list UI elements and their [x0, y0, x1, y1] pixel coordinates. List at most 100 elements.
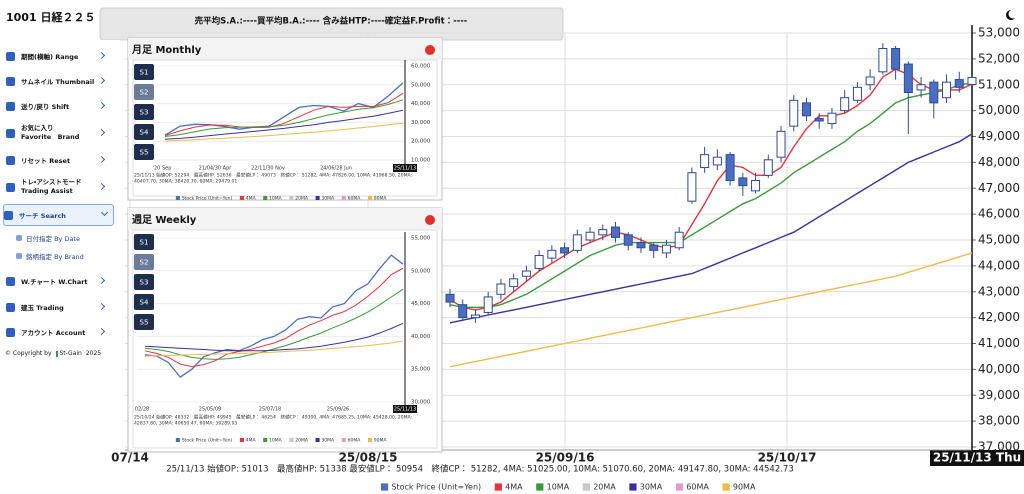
- candle-body: [827, 112, 837, 125]
- menu-item[interactable]: サムネイル Thumbnail: [6, 71, 110, 91]
- ohlc-info: 25/10/24 始値OP: 48332 最高値HP: 49945 最安値LP：…: [134, 414, 413, 421]
- ma-line: [144, 288, 404, 360]
- legend-swatch: [536, 483, 544, 491]
- period-button[interactable]: [134, 254, 154, 270]
- menu-item[interactable]: 期間(横軸) Range: [6, 46, 110, 66]
- candle-body: [611, 226, 621, 238]
- menu-item[interactable]: トレ・アシストモード Trading Assist: [6, 177, 110, 197]
- copyright: © Copyright by St-Gain 2025: [5, 350, 115, 357]
- menu-item-active[interactable]: サーチ Search: [3, 204, 114, 226]
- candle-body: [852, 86, 862, 101]
- legend-label: 10MA: [269, 196, 283, 202]
- legend-label: 60MA: [348, 438, 362, 444]
- menu-label: サーチ Search: [19, 212, 66, 220]
- legend-swatch: [367, 437, 373, 443]
- candle-body: [776, 130, 786, 158]
- candle-body: [649, 244, 659, 251]
- legend-label: 30MA: [640, 483, 663, 492]
- menu-label: W.チャート W.Chart: [21, 278, 88, 286]
- submenu-label: 銘柄指定 By Brand: [26, 253, 84, 261]
- period-button-label: S5: [140, 319, 149, 327]
- menu-icon: [16, 235, 22, 241]
- theme-toggle[interactable]: [1006, 10, 1015, 20]
- candle-body: [661, 244, 671, 254]
- period-button[interactable]: [134, 294, 154, 310]
- period-button[interactable]: [134, 64, 154, 80]
- ma-line: [164, 99, 404, 137]
- menu-item[interactable]: アカウント Account: [6, 322, 110, 342]
- legend-label: 10MA: [269, 438, 283, 444]
- menu-label: トレ・アシストモード Trading Assist: [21, 178, 81, 196]
- x-tick-label: 21/04/30 Apr: [199, 166, 233, 172]
- x-tick-label: 25/07/18: [259, 407, 281, 413]
- candle-body: [840, 97, 850, 112]
- submenu-item[interactable]: 銘柄指定 By Brand: [16, 246, 120, 266]
- menu-label: 建玉 Trading: [21, 304, 64, 312]
- period-button[interactable]: [134, 314, 154, 330]
- y-tick-label: 53,000: [978, 26, 1020, 40]
- close-button[interactable]: [425, 45, 435, 55]
- submenu-item[interactable]: 日付指定 By Date: [16, 228, 120, 248]
- menu-label: 期間(横軸) Range: [21, 53, 79, 61]
- candle-body: [547, 249, 557, 259]
- menu-item[interactable]: W.チャート W.Chart: [6, 271, 110, 291]
- y-tick-label: 40,000: [978, 362, 1020, 376]
- x-tick-label: 25/05/09: [199, 407, 221, 413]
- menu-item[interactable]: リセット Reset: [6, 150, 110, 170]
- inset-panel: 週足 Weekly 55,000 50,000 45,000 40,000 35,000 3…: [127, 207, 443, 453]
- y-tick-label: 50,000: [978, 103, 1020, 117]
- main-chart: 53,000 52,000 51,000 50,000 49,000 48,000 47,0…: [111, 25, 1024, 492]
- legend-label: Stock Price (Unit=Yen): [391, 483, 481, 492]
- candle-body: [560, 247, 570, 254]
- legend-swatch: [239, 437, 244, 443]
- price-line: [164, 82, 404, 136]
- period-button[interactable]: [134, 274, 154, 290]
- menu-icon: [4, 210, 13, 220]
- ma-line: [449, 82, 973, 308]
- y-tick-label: 45,000: [978, 233, 1020, 247]
- candle-body: [585, 231, 595, 241]
- candle-body: [470, 314, 480, 319]
- menu-item[interactable]: 建玉 Trading: [6, 297, 110, 317]
- period-button-label: S1: [140, 239, 149, 247]
- period-button[interactable]: [134, 84, 154, 100]
- candle-body: [572, 234, 582, 251]
- period-button-label: S3: [140, 109, 149, 117]
- y-tick-label: 50,000: [411, 268, 431, 274]
- panel-title: 週足 Weekly: [132, 213, 197, 226]
- menu-icon: [6, 76, 15, 86]
- menu-label: お気に入り Favorite Brand: [21, 124, 79, 142]
- menu-label: 送り/戻り Shift: [21, 103, 70, 111]
- candle-body: [636, 242, 646, 249]
- period-button-label: S5: [140, 149, 149, 157]
- close-button[interactable]: [425, 215, 435, 225]
- period-button[interactable]: [134, 234, 154, 250]
- legend-label: 60MA: [686, 483, 709, 492]
- legend-swatch: [341, 437, 346, 443]
- chevron: [97, 302, 106, 311]
- candle-body: [738, 177, 748, 187]
- period-button[interactable]: [134, 104, 154, 120]
- menu-item[interactable]: お気に入り Favorite Brand: [6, 123, 110, 143]
- y-tick-label: 20,000: [411, 139, 431, 145]
- candle-body: [763, 159, 773, 176]
- legend-label: 60MA: [348, 196, 362, 202]
- menu-item[interactable]: 送り/戻り Shift: [6, 96, 110, 116]
- y-tick-label: 39,000: [978, 388, 1020, 402]
- period-button[interactable]: [134, 144, 154, 160]
- legend-swatch: [582, 483, 590, 491]
- period-button[interactable]: [134, 124, 154, 140]
- submenu-label: 日付指定 By Date: [26, 235, 80, 243]
- legend-label: 30MA: [321, 438, 335, 444]
- y-tick-label: 30,000: [411, 400, 431, 406]
- chevron: [97, 276, 106, 285]
- ohlc-info: 42837.80, 30MA: 40650.47, 60MA: 39289.93: [134, 421, 237, 427]
- legend-swatch: [175, 437, 180, 443]
- logo-text: St-Gain: [59, 350, 82, 357]
- menu-label-line: Trading Assist: [21, 187, 73, 195]
- y-tick-label: 41,000: [978, 336, 1020, 350]
- legend-label: 10MA: [547, 483, 570, 492]
- candle-body: [483, 296, 493, 313]
- copyright-text: © Copyright by: [5, 350, 52, 357]
